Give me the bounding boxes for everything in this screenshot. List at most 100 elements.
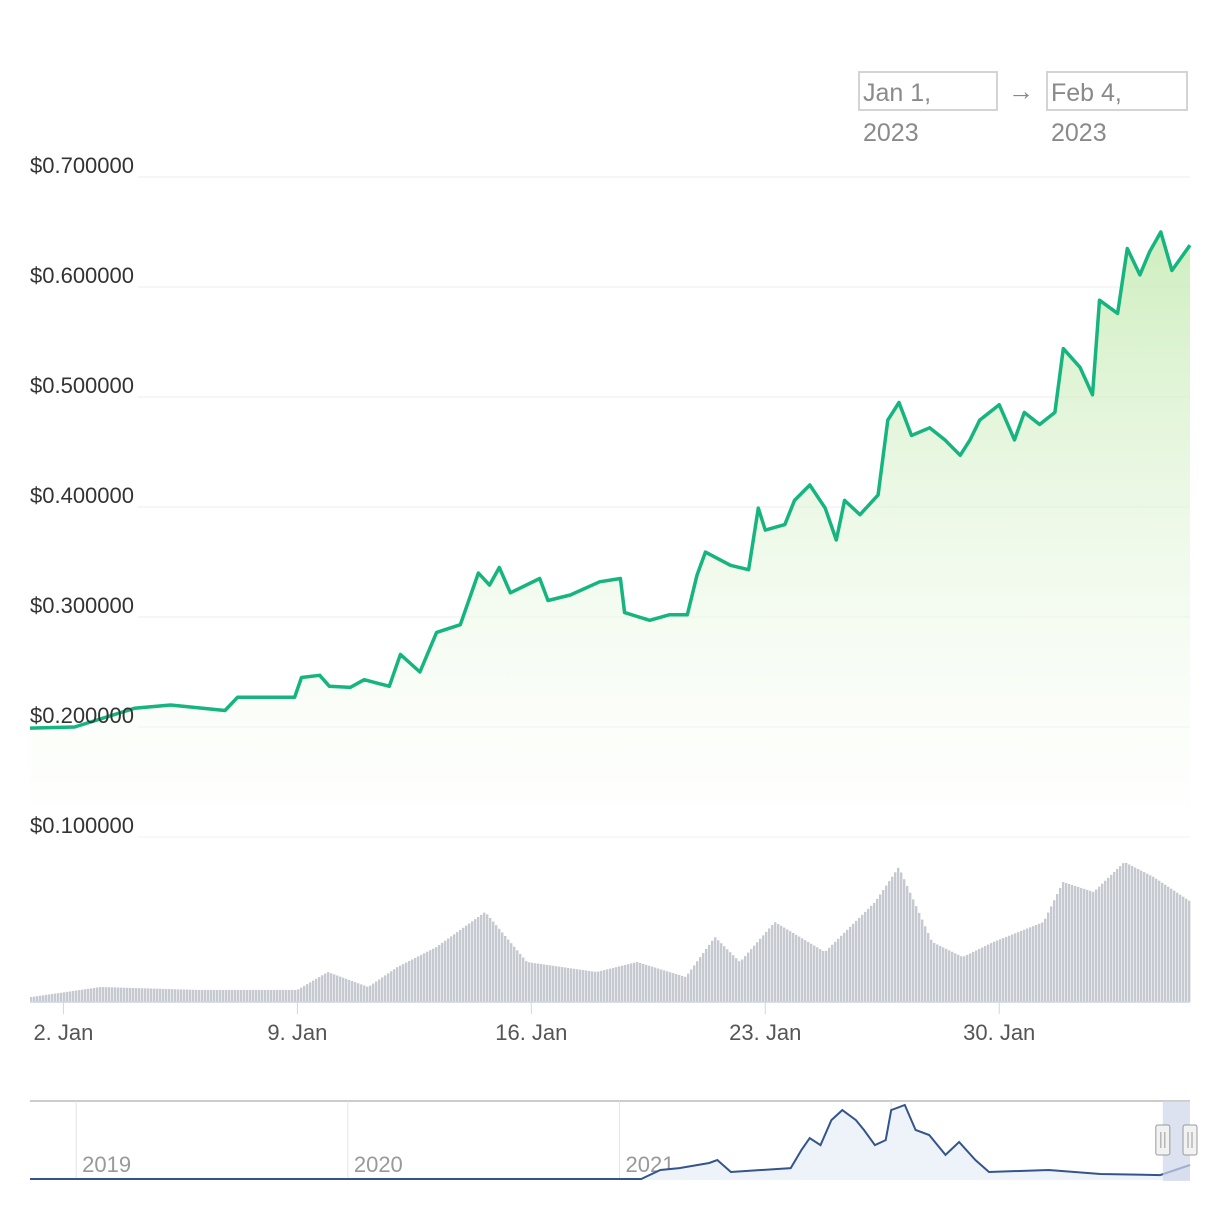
- volume-bar: [291, 990, 294, 1002]
- volume-bar: [57, 993, 60, 1002]
- volume-bar: [366, 986, 369, 1002]
- range-to-input[interactable]: Feb 4, 2023: [1046, 71, 1188, 147]
- volume-bar: [732, 955, 735, 1002]
- volume-bar: [834, 941, 837, 1002]
- volume-bar: [579, 969, 582, 1002]
- volume-bar: [276, 990, 279, 1002]
- volume-bar: [486, 914, 489, 1002]
- volume-bar: [621, 965, 624, 1002]
- volume-bar: [726, 949, 729, 1002]
- volume-bar: [192, 989, 195, 1002]
- volume-bar: [666, 971, 669, 1002]
- volume-bar: [894, 872, 897, 1002]
- volume-bar: [300, 987, 303, 1002]
- volume-bar: [342, 977, 345, 1002]
- volume-bar: [873, 902, 876, 1002]
- volume-bar: [885, 885, 888, 1002]
- volume-bar: [993, 941, 996, 1002]
- volume-bar: [243, 990, 246, 1002]
- volume-bar: [546, 964, 549, 1002]
- volume-bar: [648, 965, 651, 1002]
- x-tick-label: 9. Jan: [267, 1020, 327, 1045]
- volume-bar: [186, 989, 189, 1002]
- volume-bar: [897, 867, 900, 1002]
- volume-bar: [90, 988, 93, 1002]
- volume-bar: [744, 956, 747, 1002]
- volume-bar: [1170, 888, 1173, 1002]
- volume-bar: [612, 967, 615, 1002]
- volume-bar: [132, 987, 135, 1002]
- volume-bar: [1032, 926, 1035, 1002]
- volume-bar: [207, 990, 210, 1002]
- volume-bar: [348, 979, 351, 1002]
- volume-bar: [540, 964, 543, 1002]
- navigator-left-handle[interactable]: [1155, 1124, 1171, 1156]
- volume-bar: [816, 947, 819, 1002]
- volume-bar: [906, 885, 909, 1002]
- volume-bar: [786, 929, 789, 1002]
- volume-bar: [798, 936, 801, 1002]
- volume-bar: [969, 953, 972, 1002]
- volume-bar: [174, 989, 177, 1002]
- volume-bar: [33, 996, 36, 1002]
- volume-bar: [591, 971, 594, 1002]
- volume-bar: [261, 990, 264, 1002]
- volume-bar: [144, 988, 147, 1002]
- volume-bar: [249, 990, 252, 1002]
- volume-bar: [1008, 935, 1011, 1002]
- volume-bar: [804, 940, 807, 1002]
- volume-bar: [936, 944, 939, 1002]
- volume-bar: [1137, 869, 1140, 1002]
- volume-bar: [927, 933, 930, 1002]
- volume-bar: [159, 988, 162, 1002]
- volume-bar: [1152, 876, 1155, 1002]
- volume-bar: [543, 964, 546, 1002]
- volume-bar: [513, 946, 516, 1002]
- volume-bar: [87, 988, 90, 1002]
- volume-bar: [153, 988, 156, 1002]
- volume-bar: [189, 989, 192, 1002]
- volume-bar: [825, 950, 828, 1002]
- volume-bar: [1122, 863, 1125, 1002]
- volume-bar: [1089, 890, 1092, 1002]
- volume-bar: [795, 934, 798, 1002]
- volume-bar: [639, 962, 642, 1002]
- volume-bar: [519, 953, 522, 1002]
- navigator-right-handle[interactable]: [1182, 1124, 1198, 1156]
- volume-bar: [39, 995, 42, 1002]
- volume-bar: [240, 990, 243, 1002]
- volume-bar: [807, 941, 810, 1002]
- volume-bar: [789, 931, 792, 1002]
- volume-bar: [1146, 873, 1149, 1002]
- volume-bar: [999, 939, 1002, 1002]
- volume-bar: [1176, 892, 1179, 1002]
- volume-bar: [735, 958, 738, 1002]
- volume-bar: [1047, 912, 1050, 1002]
- volume-bar: [501, 932, 504, 1002]
- x-tick-label: 2. Jan: [33, 1020, 93, 1045]
- volume-bar: [759, 938, 762, 1002]
- volume-bar: [1083, 888, 1086, 1002]
- volume-bar: [1050, 906, 1053, 1002]
- navigator-year-label: 2020: [354, 1152, 403, 1177]
- volume-bar: [126, 987, 129, 1002]
- volume-bar: [354, 982, 357, 1002]
- volume-bar: [984, 946, 987, 1002]
- volume-bar: [924, 926, 927, 1002]
- volume-bar: [1053, 900, 1056, 1002]
- range-from-input[interactable]: Jan 1, 2023: [858, 71, 998, 147]
- volume-bar: [507, 939, 510, 1002]
- volume-bar: [963, 956, 966, 1002]
- volume-bar: [609, 968, 612, 1002]
- volume-bar: [600, 970, 603, 1002]
- volume-bar: [471, 921, 474, 1002]
- volume-bar: [822, 950, 825, 1002]
- volume-bar: [1068, 883, 1071, 1002]
- volume-bar: [633, 962, 636, 1002]
- volume-bar: [1140, 870, 1143, 1002]
- volume-bar: [390, 971, 393, 1002]
- volume-bar: [330, 973, 333, 1002]
- volume-bar: [510, 943, 513, 1002]
- volume-bar: [183, 989, 186, 1002]
- volume-bar: [615, 967, 618, 1002]
